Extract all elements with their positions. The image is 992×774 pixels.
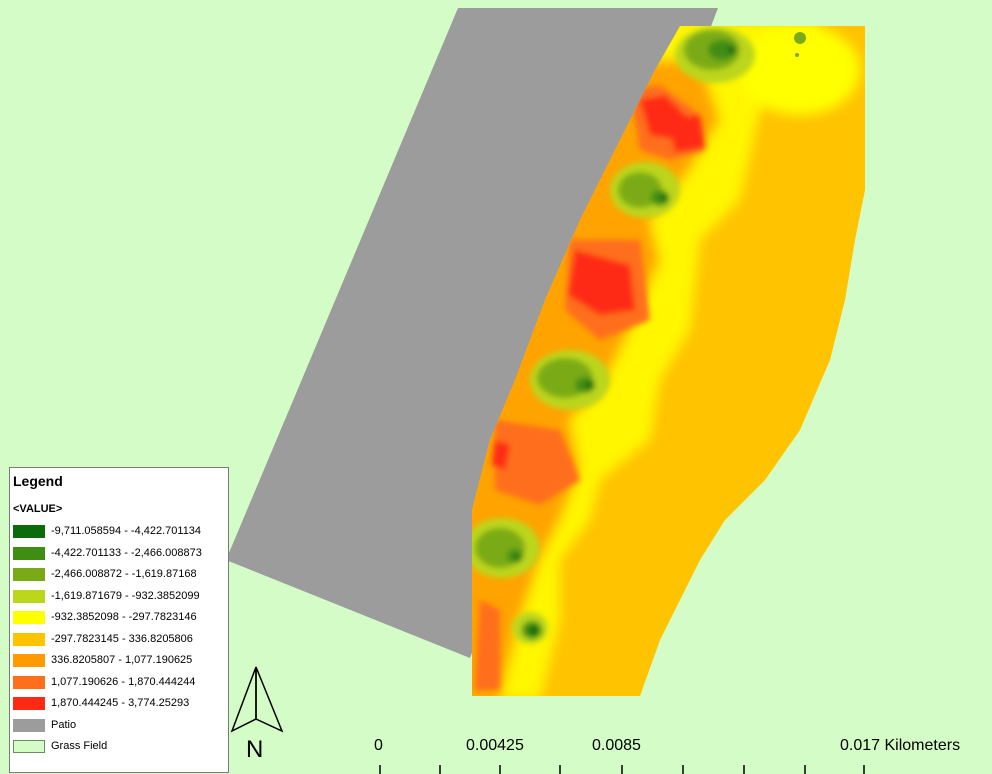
legend-item: 1,870.444245 - 3,774.25293 [10,694,228,716]
legend-item-label: -1,619.871679 - -932.3852099 [51,589,200,602]
patio-area [226,8,718,658]
legend-item-label: Grass Field [51,740,108,752]
legend-swatch [13,697,45,710]
legend-item: 336.8205807 - 1,077.190625 [10,651,228,673]
legend-swatch [13,611,45,624]
legend-item: -1,619.871679 - -932.3852099 [10,587,228,609]
legend-item-label: 336.8205807 - 1,077.190625 [51,654,193,666]
legend-item: Grass Field [10,737,228,759]
legend-swatch [13,568,45,581]
legend-item: -932.3852098 - -297.7823146 [10,608,228,630]
legend-items: -9,711.058594 - -4,422.701134 -4,422.7011… [10,522,228,759]
north-arrow-label: N [246,736,264,763]
legend-item: -4,422.701133 - -2,466.008873 [10,544,228,566]
scale-label-3: 0.017 Kilometers [840,737,961,754]
legend-swatch [13,525,45,538]
legend-item-label: -9,711.058594 - -4,422.701134 [51,525,202,537]
legend-item: 1,077.190626 - 1,870.444244 [10,673,228,695]
legend-swatch [13,740,45,753]
legend-item-label: -932.3852098 - -297.7823146 [51,611,197,623]
legend-swatch [13,718,45,732]
legend-item-label: Patio [51,718,77,731]
legend-item: -2,466.008872 - -1,619.87168 [10,565,228,587]
legend-item: Patio [10,716,228,738]
north-arrow-icon [230,666,284,733]
legend-swatch [13,632,45,646]
legend-panel: Legend <VALUE> -9,711.058594 - -4,422.70… [9,467,229,773]
legend-item-label: -297.7823145 - 336.8205806 [51,632,193,645]
legend-item-label: 1,870.444245 - 3,774.25293 [51,697,190,709]
legend-item-label: -2,466.008872 - -1,619.87168 [51,568,197,580]
legend-swatch [13,546,45,560]
legend-field-name: <VALUE> [13,503,63,515]
legend-swatch [13,654,45,667]
scale-label-2: 0.0085 [592,737,641,754]
legend-item: -9,711.058594 - -4,422.701134 [10,522,228,544]
legend-item-label: 1,077.190626 - 1,870.444244 [51,675,196,688]
legend-swatch [13,589,45,603]
legend-item-label: -4,422.701133 - -2,466.008873 [51,546,202,559]
scale-label-0: 0 [374,737,383,754]
legend-item: -297.7823145 - 336.8205806 [10,630,228,652]
scale-label-1: 0.00425 [466,737,524,754]
legend-title: Legend [13,473,63,489]
legend-swatch [13,675,45,689]
